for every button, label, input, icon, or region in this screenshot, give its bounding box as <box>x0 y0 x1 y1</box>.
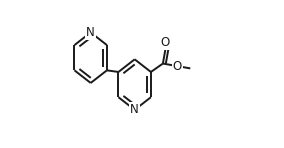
Text: O: O <box>173 60 182 73</box>
Text: N: N <box>86 26 95 39</box>
Text: O: O <box>161 36 170 49</box>
Text: N: N <box>130 103 139 116</box>
